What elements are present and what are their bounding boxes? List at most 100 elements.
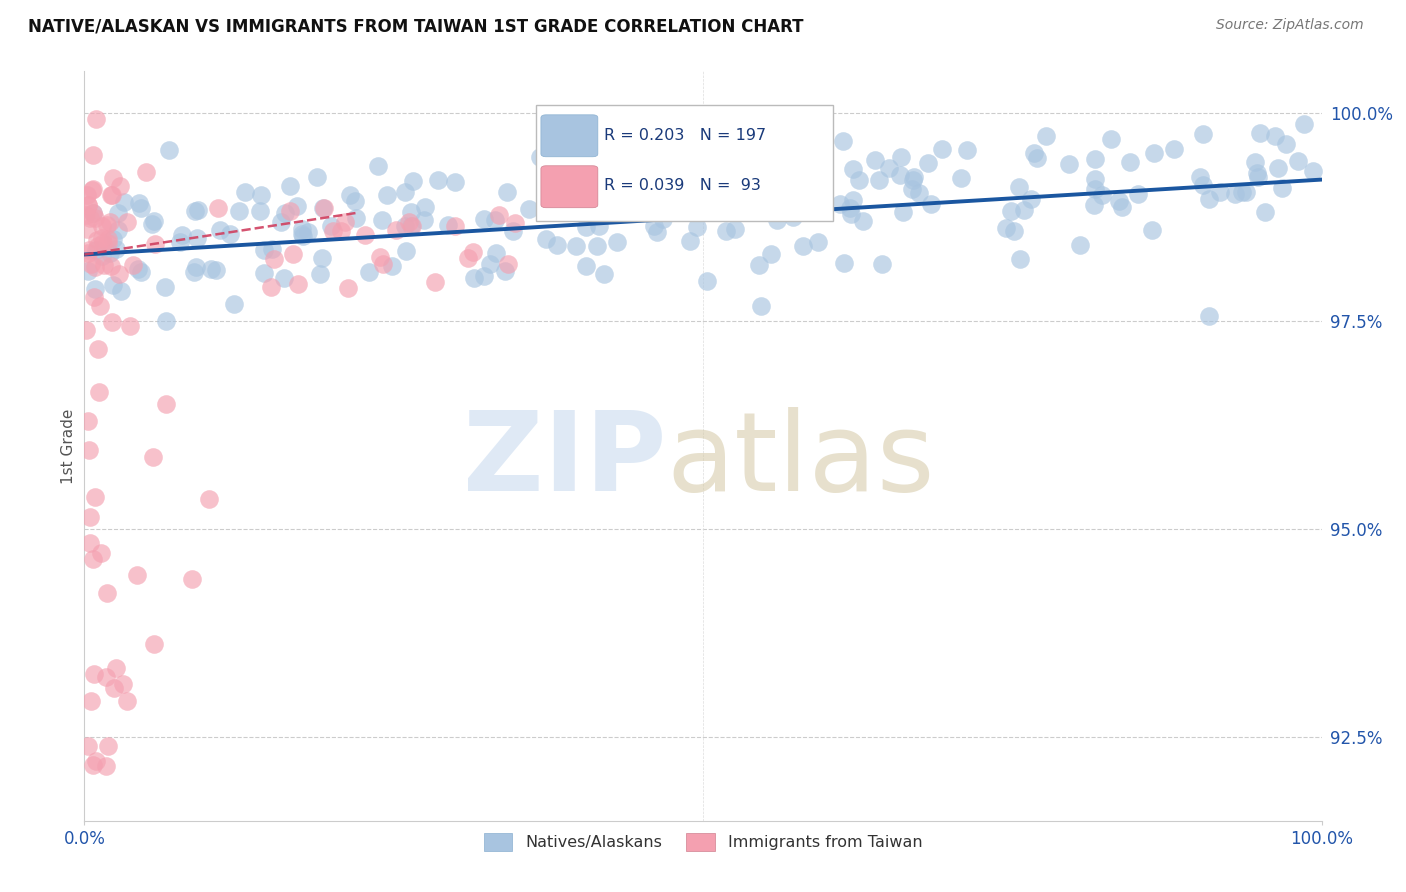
Point (253, 266, 276, 280)
Y-axis label: 1st Grade: 1st Grade (60, 409, 76, 483)
Point (702, 202, 724, 216)
Point (143, 237, 166, 252)
Point (457, 251, 479, 265)
Point (157, 143, 180, 157)
Point (260, 280, 283, 294)
Point (517, 202, 540, 216)
Point (617, 198, 640, 212)
Point (830, 197, 852, 211)
Point (398, 215, 420, 229)
Point (546, 237, 568, 252)
Point (94, 759, 117, 773)
Point (82, 206, 104, 220)
Point (91, 235, 114, 250)
Point (184, 260, 207, 275)
Point (377, 188, 399, 202)
Point (80, 694, 103, 708)
Point (1271, 181, 1294, 195)
Point (83, 260, 105, 274)
Point (842, 161, 865, 176)
Point (903, 170, 925, 185)
Point (643, 219, 665, 234)
Point (79, 536, 101, 550)
Point (1035, 128, 1057, 143)
Point (1247, 169, 1270, 184)
Point (1198, 192, 1220, 206)
Point (1234, 185, 1257, 199)
Text: R = 0.203   N = 197: R = 0.203 N = 197 (605, 128, 766, 143)
Point (83, 211, 105, 225)
Point (1091, 187, 1114, 202)
Point (463, 271, 485, 285)
Point (83, 667, 105, 681)
Point (141, 217, 163, 231)
Point (107, 223, 129, 237)
Point (80, 183, 103, 197)
Point (118, 319, 141, 334)
Point (98, 215, 121, 229)
Point (371, 213, 394, 227)
Point (75, 207, 97, 221)
Point (1302, 164, 1324, 178)
Point (950, 171, 973, 186)
Point (1140, 222, 1163, 236)
Point (1249, 126, 1271, 140)
Point (956, 143, 979, 157)
Point (1002, 223, 1025, 237)
Point (717, 175, 740, 189)
Point (1108, 194, 1130, 208)
Point (129, 201, 152, 215)
Point (153, 280, 176, 294)
Point (96, 669, 118, 683)
Point (249, 203, 271, 218)
Point (495, 185, 517, 199)
Point (82, 758, 104, 772)
Point (228, 204, 250, 219)
Point (312, 201, 335, 215)
Point (183, 264, 205, 278)
Point (142, 214, 165, 228)
Point (724, 222, 747, 236)
Point (612, 203, 634, 218)
Point (91, 250, 114, 264)
Point (762, 169, 785, 183)
Point (488, 209, 510, 223)
Point (319, 219, 342, 233)
Point (395, 244, 418, 258)
Point (588, 219, 610, 234)
Point (84, 282, 107, 296)
Point (75, 323, 97, 337)
Point (1024, 146, 1046, 161)
Point (714, 224, 737, 238)
Point (652, 212, 675, 227)
Point (337, 281, 360, 295)
Point (399, 219, 422, 234)
Point (920, 197, 942, 211)
Point (90, 231, 112, 245)
Point (479, 257, 502, 271)
Point (908, 186, 931, 200)
Text: R = 0.039   N =  93: R = 0.039 N = 93 (605, 178, 761, 193)
Point (494, 263, 516, 277)
Point (252, 244, 274, 258)
Point (101, 315, 124, 329)
Point (484, 212, 506, 227)
Point (807, 117, 830, 131)
Point (129, 265, 152, 279)
Point (658, 195, 681, 210)
Point (291, 227, 314, 242)
Point (586, 239, 609, 253)
Point (778, 190, 800, 204)
Point (76, 188, 98, 202)
Point (368, 250, 391, 264)
Point (333, 215, 356, 229)
Point (330, 224, 353, 238)
Point (766, 213, 789, 227)
Point (696, 274, 718, 288)
Point (841, 193, 863, 207)
Point (86, 754, 108, 768)
FancyBboxPatch shape (541, 115, 598, 157)
Point (1264, 128, 1286, 143)
Point (595, 161, 617, 176)
Point (77, 198, 100, 212)
